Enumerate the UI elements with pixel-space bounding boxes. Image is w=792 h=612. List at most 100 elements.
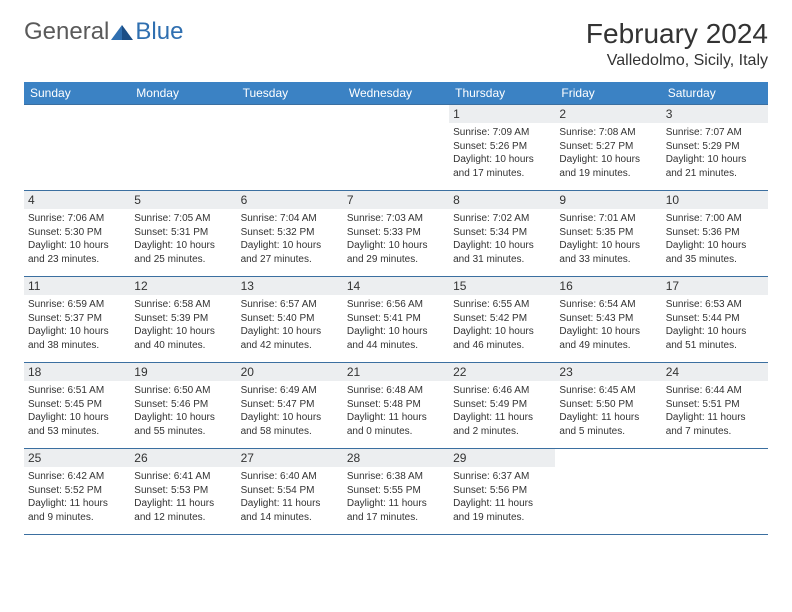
sunset-text: Sunset: 5:48 PM <box>347 398 445 412</box>
sunrise-text: Sunrise: 6:45 AM <box>559 384 657 398</box>
daylight-text: Daylight: 10 hours and 23 minutes. <box>28 239 126 266</box>
sunrise-text: Sunrise: 6:51 AM <box>28 384 126 398</box>
daylight-text: Daylight: 10 hours and 29 minutes. <box>347 239 445 266</box>
daylight-text: Daylight: 11 hours and 14 minutes. <box>241 497 339 524</box>
week-row: 1Sunrise: 7:09 AMSunset: 5:26 PMDaylight… <box>24 105 768 191</box>
day-number <box>130 105 236 123</box>
sunrise-text: Sunrise: 6:40 AM <box>241 470 339 484</box>
sunset-text: Sunset: 5:53 PM <box>134 484 232 498</box>
day-info: Sunrise: 7:00 AMSunset: 5:36 PMDaylight:… <box>666 212 764 266</box>
day-info: Sunrise: 6:57 AMSunset: 5:40 PMDaylight:… <box>241 298 339 352</box>
sunrise-text: Sunrise: 6:53 AM <box>666 298 764 312</box>
dayhead-thu: Thursday <box>449 82 555 105</box>
day-number: 20 <box>237 363 343 381</box>
day-info: Sunrise: 7:09 AMSunset: 5:26 PMDaylight:… <box>453 126 551 180</box>
daylight-text: Daylight: 10 hours and 17 minutes. <box>453 153 551 180</box>
day-number: 3 <box>662 105 768 123</box>
day-number: 22 <box>449 363 555 381</box>
dayhead-sun: Sunday <box>24 82 130 105</box>
daylight-text: Daylight: 10 hours and 27 minutes. <box>241 239 339 266</box>
day-number: 19 <box>130 363 236 381</box>
day-info: Sunrise: 6:48 AMSunset: 5:48 PMDaylight:… <box>347 384 445 438</box>
day-number: 2 <box>555 105 661 123</box>
day-info: Sunrise: 6:41 AMSunset: 5:53 PMDaylight:… <box>134 470 232 524</box>
day-number: 15 <box>449 277 555 295</box>
sunrise-text: Sunrise: 7:08 AM <box>559 126 657 140</box>
daylight-text: Daylight: 10 hours and 53 minutes. <box>28 411 126 438</box>
week-row: 4Sunrise: 7:06 AMSunset: 5:30 PMDaylight… <box>24 191 768 277</box>
daylight-text: Daylight: 11 hours and 2 minutes. <box>453 411 551 438</box>
day-cell: 15 Sunrise: 6:55 AMSunset: 5:42 PMDayligh… <box>449 277 555 363</box>
day-number: 26 <box>130 449 236 467</box>
day-number: 8 <box>449 191 555 209</box>
day-cell: 25 Sunrise: 6:42 AMSunset: 5:52 PMDayligh… <box>24 449 130 535</box>
daylight-text: Daylight: 10 hours and 46 minutes. <box>453 325 551 352</box>
day-cell: 24Sunrise: 6:44 AMSunset: 5:51 PMDayligh… <box>662 363 768 449</box>
daylight-text: Daylight: 10 hours and 51 minutes. <box>666 325 764 352</box>
day-cell: 7Sunrise: 7:03 AMSunset: 5:33 PMDaylight… <box>343 191 449 277</box>
day-number <box>555 449 661 467</box>
day-cell: 1Sunrise: 7:09 AMSunset: 5:26 PMDaylight… <box>449 105 555 191</box>
day-info: Sunrise: 6:45 AMSunset: 5:50 PMDaylight:… <box>559 384 657 438</box>
sunset-text: Sunset: 5:41 PM <box>347 312 445 326</box>
day-info: Sunrise: 6:55 AMSunset: 5:42 PMDaylight:… <box>453 298 551 352</box>
daylight-text: Daylight: 10 hours and 19 minutes. <box>559 153 657 180</box>
day-cell: 6Sunrise: 7:04 AMSunset: 5:32 PMDaylight… <box>237 191 343 277</box>
day-cell: 10 Sunrise: 7:00 AMSunset: 5:36 PMDayligh… <box>662 191 768 277</box>
logo-text-general: General <box>24 18 109 46</box>
sunset-text: Sunset: 5:43 PM <box>559 312 657 326</box>
day-info: Sunrise: 7:05 AMSunset: 5:31 PMDaylight:… <box>134 212 232 266</box>
sunset-text: Sunset: 5:33 PM <box>347 226 445 240</box>
day-cell: 23Sunrise: 6:45 AMSunset: 5:50 PMDayligh… <box>555 363 661 449</box>
sunset-text: Sunset: 5:42 PM <box>453 312 551 326</box>
day-number <box>662 449 768 467</box>
day-info: Sunrise: 6:54 AMSunset: 5:43 PMDaylight:… <box>559 298 657 352</box>
daylight-text: Daylight: 10 hours and 25 minutes. <box>134 239 232 266</box>
day-info: Sunrise: 7:04 AMSunset: 5:32 PMDaylight:… <box>241 212 339 266</box>
day-cell: 22Sunrise: 6:46 AMSunset: 5:49 PMDayligh… <box>449 363 555 449</box>
logo: General Blue <box>24 18 183 46</box>
sunset-text: Sunset: 5:29 PM <box>666 140 764 154</box>
daylight-text: Daylight: 10 hours and 33 minutes. <box>559 239 657 266</box>
sunset-text: Sunset: 5:30 PM <box>28 226 126 240</box>
daylight-text: Daylight: 11 hours and 5 minutes. <box>559 411 657 438</box>
day-info: Sunrise: 6:51 AMSunset: 5:45 PMDaylight:… <box>28 384 126 438</box>
day-cell: 11Sunrise: 6:59 AMSunset: 5:37 PMDayligh… <box>24 277 130 363</box>
day-number: 10 <box>662 191 768 209</box>
sunset-text: Sunset: 5:40 PM <box>241 312 339 326</box>
day-info: Sunrise: 6:58 AMSunset: 5:39 PMDaylight:… <box>134 298 232 352</box>
sunrise-text: Sunrise: 6:42 AM <box>28 470 126 484</box>
sunrise-text: Sunrise: 7:07 AM <box>666 126 764 140</box>
day-info: Sunrise: 7:08 AMSunset: 5:27 PMDaylight:… <box>559 126 657 180</box>
sunset-text: Sunset: 5:26 PM <box>453 140 551 154</box>
week-row: 18 Sunrise: 6:51 AMSunset: 5:45 PMDayligh… <box>24 363 768 449</box>
sunrise-text: Sunrise: 6:44 AM <box>666 384 764 398</box>
day-info: Sunrise: 7:02 AMSunset: 5:34 PMDaylight:… <box>453 212 551 266</box>
day-number: 5 <box>130 191 236 209</box>
sunrise-text: Sunrise: 6:59 AM <box>28 298 126 312</box>
sunset-text: Sunset: 5:54 PM <box>241 484 339 498</box>
header: General Blue February 2024 Valledolmo, S… <box>24 18 768 70</box>
daylight-text: Daylight: 10 hours and 38 minutes. <box>28 325 126 352</box>
sunset-text: Sunset: 5:27 PM <box>559 140 657 154</box>
sunrise-text: Sunrise: 6:55 AM <box>453 298 551 312</box>
daylight-text: Daylight: 11 hours and 19 minutes. <box>453 497 551 524</box>
daylight-text: Daylight: 10 hours and 40 minutes. <box>134 325 232 352</box>
day-info: Sunrise: 6:42 AMSunset: 5:52 PMDaylight:… <box>28 470 126 524</box>
day-cell: 9Sunrise: 7:01 AMSunset: 5:35 PMDaylight… <box>555 191 661 277</box>
day-info: Sunrise: 6:49 AMSunset: 5:47 PMDaylight:… <box>241 384 339 438</box>
day-info: Sunrise: 6:37 AMSunset: 5:56 PMDaylight:… <box>453 470 551 524</box>
dayhead-fri: Friday <box>555 82 661 105</box>
day-number: 18 <box>24 363 130 381</box>
sunrise-text: Sunrise: 7:05 AM <box>134 212 232 226</box>
sunset-text: Sunset: 5:56 PM <box>453 484 551 498</box>
daylight-text: Daylight: 10 hours and 35 minutes. <box>666 239 764 266</box>
month-title: February 2024 <box>586 18 768 50</box>
day-number: 25 <box>24 449 130 467</box>
sunrise-text: Sunrise: 6:57 AM <box>241 298 339 312</box>
daylight-text: Daylight: 10 hours and 31 minutes. <box>453 239 551 266</box>
day-cell: 3Sunrise: 7:07 AMSunset: 5:29 PMDaylight… <box>662 105 768 191</box>
day-number: 16 <box>555 277 661 295</box>
day-number: 17 <box>662 277 768 295</box>
sunset-text: Sunset: 5:51 PM <box>666 398 764 412</box>
